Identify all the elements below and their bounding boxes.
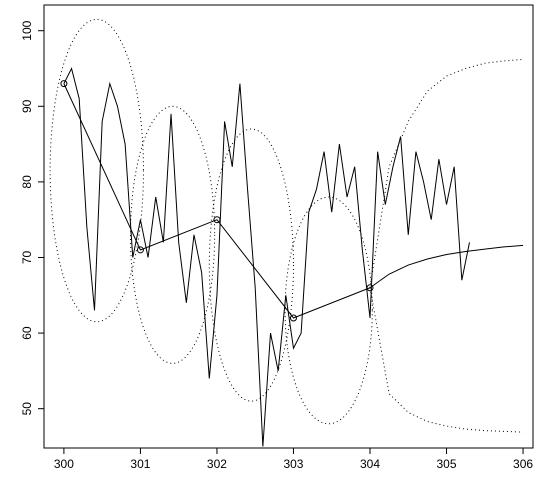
- x-tick-label: 302: [207, 457, 227, 471]
- x-tick-label: 303: [283, 457, 303, 471]
- y-tick-label: 60: [20, 326, 34, 340]
- point: [60, 80, 68, 88]
- point: [136, 246, 144, 254]
- x-tick-label: 305: [437, 457, 457, 471]
- confidence-ellipse: [284, 196, 373, 425]
- x-tick-label: 300: [54, 457, 74, 471]
- y-tick-label: 70: [20, 251, 34, 265]
- series-line: [369, 58, 524, 288]
- y-tick-label: 80: [20, 175, 34, 189]
- series-line: [63, 67, 470, 447]
- series-line: [369, 287, 524, 433]
- point: [213, 216, 221, 224]
- x-tick-label: 301: [130, 457, 150, 471]
- point: [366, 284, 374, 292]
- confidence-ellipse: [208, 128, 294, 402]
- series-line: [63, 83, 371, 319]
- y-tick-label: 100: [20, 20, 34, 40]
- series-line: [369, 244, 524, 289]
- y-tick-label: 90: [20, 99, 34, 113]
- confidence-ellipse: [129, 105, 216, 364]
- x-tick-label: 306: [513, 457, 533, 471]
- plot-box: [43, 4, 534, 449]
- confidence-ellipse: [49, 18, 144, 323]
- y-tick-label: 50: [20, 402, 34, 416]
- x-tick-label: 304: [360, 457, 380, 471]
